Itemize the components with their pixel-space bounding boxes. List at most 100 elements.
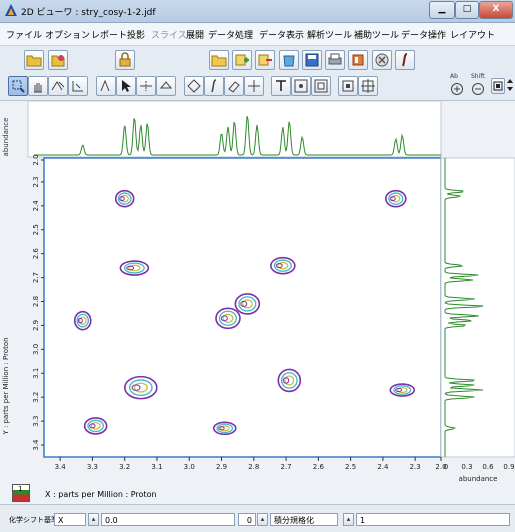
menu-slice[interactable]: スライス [151,31,187,41]
zoom-out-icon [472,83,484,95]
mode-value-input[interactable]: 1 [356,513,510,526]
x-tick-label: 2.6 [313,463,325,471]
top-projection-label: abundance [2,118,10,157]
more-button[interactable] [506,78,514,92]
y-tick-label: 2.4 [32,200,40,212]
top-projection-panel [27,101,442,158]
fit-button[interactable] [491,78,505,94]
integral-button[interactable] [395,50,415,70]
mode-select[interactable]: 積分規格化 [270,513,338,526]
print-button[interactable] [325,50,345,70]
center-button[interactable] [358,76,378,96]
zoom-y-button[interactable] [68,76,88,96]
x-axis-label: X : parts per Million : Proton [45,490,157,499]
page-field[interactable]: 0 [238,513,256,526]
cross-peak[interactable] [212,421,237,436]
shift-label-2: Shift [471,73,485,80]
open-button[interactable] [209,50,229,70]
maximize-button[interactable]: □ [455,1,479,19]
cross-peaks [73,189,416,436]
shift-value-input[interactable]: 0.0 [101,513,235,526]
cross-peak[interactable] [73,310,92,331]
minimize-button[interactable]: ▁ [429,1,455,19]
cross-peak[interactable] [270,256,296,275]
menu-projection[interactable]: 投影 [127,31,146,41]
x-tick-label: 2.4 [377,463,389,471]
right-tick-label: 0 [444,463,448,471]
slice-y-icon [159,81,173,89]
contour-frame[interactable] [43,157,442,458]
import-button[interactable] [48,50,68,70]
y-axis-label: Y : parts per Million : Proton [2,337,10,435]
zoom-out-button[interactable] [471,82,485,96]
menu-report[interactable]: レポート [91,31,128,41]
top-projection-trace [34,116,441,156]
peak-pick-button[interactable] [96,76,116,96]
text-button[interactable] [271,76,291,96]
cross-peak[interactable] [389,383,416,397]
crosshair-button[interactable] [244,76,264,96]
y-tick-label: 2.9 [32,320,40,331]
box-button[interactable] [338,76,358,96]
slice-x-button[interactable] [136,76,156,96]
zoom-in-button[interactable] [450,82,464,96]
menu-options[interactable]: オプション [45,31,91,41]
y-tick-label: 2.8 [32,296,40,307]
properties-button[interactable] [348,50,368,70]
close-button[interactable]: X [479,1,513,19]
save-button[interactable] [302,50,322,70]
menu-expand[interactable]: 展開 [186,31,205,41]
right-trace-line [444,158,484,457]
menu-analysis-tools[interactable]: 解析ツール [307,31,353,41]
eraser-button[interactable] [224,76,244,96]
cursor-icon [122,80,131,92]
box-icon [342,80,354,92]
right-projection-label: abundance [459,475,498,483]
window-title: 2D ビューワ : stry_cosy-1-2.jdf [21,8,156,18]
cross-peak[interactable] [124,375,158,400]
shift-label-1: Ab [450,73,458,80]
axis-spinner[interactable]: ▴ [88,513,99,526]
frame-button[interactable] [311,76,331,96]
right-projection-panel [440,157,515,458]
x-tick-label: 3.3 [87,463,98,471]
grid-button[interactable] [291,76,311,96]
lock-button[interactable] [115,50,135,70]
remove-data-button[interactable] [255,50,275,70]
menu-data-processing[interactable]: データ処理 [208,31,254,41]
cursor-button[interactable] [116,76,136,96]
zoom-tool-button[interactable] [8,76,28,96]
stop-button[interactable] [372,50,392,70]
add-data-button[interactable] [232,50,252,70]
fit-icon [493,81,503,91]
page-indicator[interactable]: 1 [12,484,30,502]
cross-peak[interactable] [215,307,241,330]
clear-button[interactable] [279,50,299,70]
cross-peak[interactable] [83,417,108,435]
toolbar-tools: Ab Shift [0,72,515,101]
y-tick-label: 2.3 [32,176,40,187]
import-icon [51,55,65,67]
menu-file[interactable]: ファイル [6,31,43,41]
cross-peak[interactable] [277,368,302,393]
cross-peak[interactable] [385,189,407,208]
page-spinner[interactable]: ▴ [257,513,268,526]
slice-y-button[interactable] [156,76,176,96]
menu-data-display[interactable]: データ表示 [259,31,305,41]
menu-data-operation[interactable]: データ操作 [401,31,447,41]
contour-button[interactable] [184,76,204,96]
x-tick-label: 2.7 [281,463,292,471]
zoom-x-button[interactable] [48,76,68,96]
cross-peak[interactable] [114,189,135,208]
integral-region-button[interactable] [204,76,224,96]
axis-select[interactable]: X [54,513,86,526]
pan-tool-button[interactable] [28,76,48,96]
lock-icon [119,52,131,67]
mode-spinner[interactable]: ▴ [343,513,354,526]
spectrum-plot: 3.4 3.3 3.2 3.1 3.0 2.9 2.8 2.7 2.6 2.5 2.4 2.3 2.0 … [2,101,515,483]
open-folder-button[interactable] [24,50,44,70]
cross-peak[interactable] [234,293,261,315]
cross-peak[interactable] [119,260,150,276]
menu-layout[interactable]: レイアウト [450,31,496,41]
menu-aux-tools[interactable]: 補助ツール [354,31,400,41]
